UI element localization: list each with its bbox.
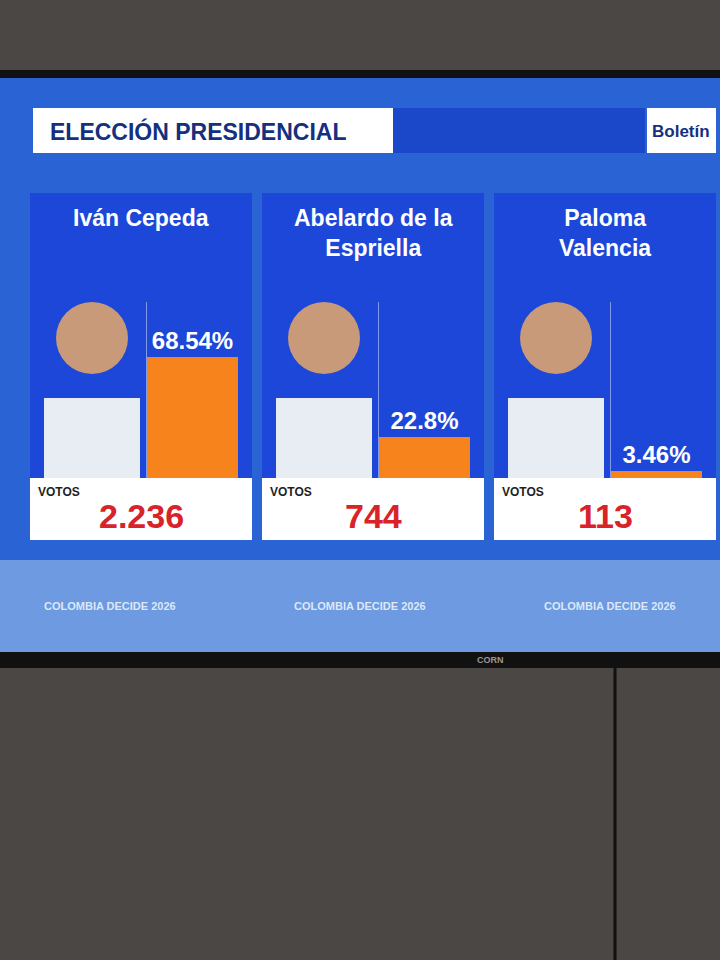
svg-text:113: 113: [578, 497, 633, 535]
svg-text:CORN: CORN: [477, 655, 504, 665]
svg-text:Iván Cepeda: Iván Cepeda: [73, 205, 209, 231]
svg-text:ELECCIÓN PRESIDENCIAL: ELECCIÓN PRESIDENCIAL: [50, 118, 346, 145]
svg-text:22.8%: 22.8%: [390, 407, 458, 434]
svg-text:COLOMBIA DECIDE 2026: COLOMBIA DECIDE 2026: [44, 600, 176, 612]
svg-text:Boletín: Boletín: [652, 122, 710, 141]
svg-text:VOTOS: VOTOS: [502, 485, 544, 499]
svg-text:PalomaValencia: PalomaValencia: [559, 205, 651, 261]
svg-text:744: 744: [345, 497, 402, 535]
svg-text:COLOMBIA DECIDE 2026: COLOMBIA DECIDE 2026: [294, 600, 426, 612]
svg-text:3.46%: 3.46%: [622, 441, 690, 468]
svg-text:COLOMBIA DECIDE 2026: COLOMBIA DECIDE 2026: [544, 600, 676, 612]
svg-text:VOTOS: VOTOS: [38, 485, 80, 499]
svg-text:VOTOS: VOTOS: [270, 485, 312, 499]
svg-text:68.54%: 68.54%: [152, 327, 233, 354]
svg-text:2.236: 2.236: [99, 497, 184, 535]
svg-text:Abelardo de laEspriella: Abelardo de laEspriella: [294, 205, 453, 261]
